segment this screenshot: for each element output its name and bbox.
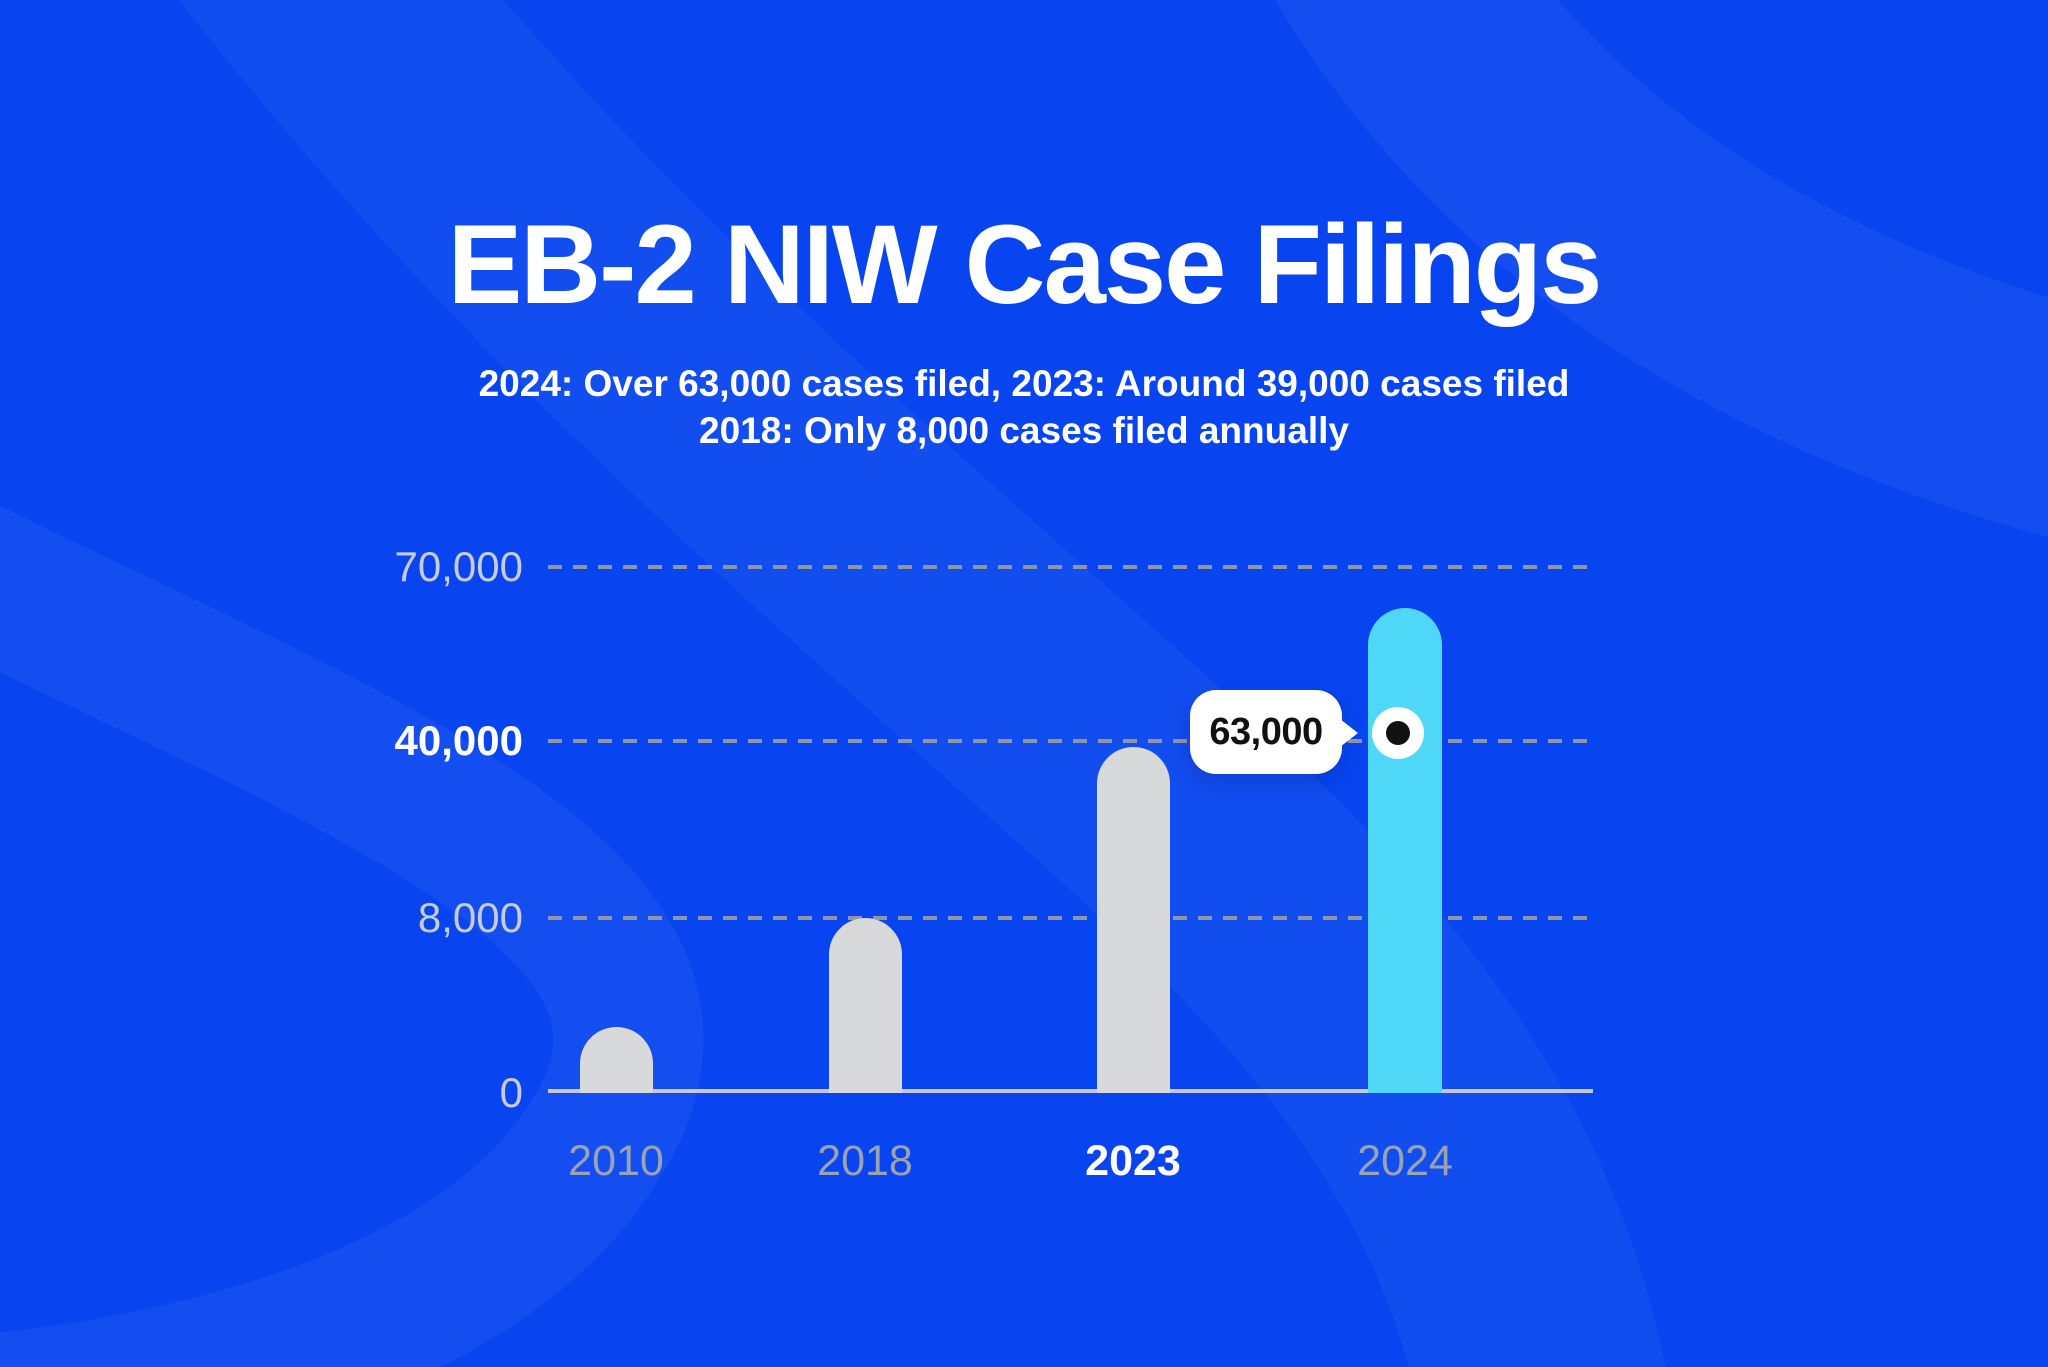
subtitle-line-2: 2018: Only 8,000 cases filed annually xyxy=(699,410,1349,451)
y-axis-label-40000: 40,000 xyxy=(394,717,523,764)
bar-2023[interactable] xyxy=(1096,747,1170,1093)
x-axis-label-2018: 2018 xyxy=(817,1137,913,1185)
subtitle-line-1: 2024: Over 63,000 cases filed, 2023: Aro… xyxy=(478,363,1570,404)
background-swirl-diagonal xyxy=(179,0,1666,1367)
gridline-40000 xyxy=(548,739,1593,743)
tooltip-arrow xyxy=(1340,719,1358,747)
y-axis-label-8000: 8,000 xyxy=(417,894,523,941)
tooltip-bubble: 63,000 xyxy=(1190,690,1342,774)
chart-subtitle: 2024: Over 63,000 cases filed, 2023: Aro… xyxy=(0,360,2048,454)
x-axis-label-2023: 2023 xyxy=(1085,1137,1181,1185)
bar-2018[interactable] xyxy=(828,918,902,1093)
gridline-70000 xyxy=(548,565,1593,569)
marker-dot xyxy=(1386,721,1410,745)
x-axis-label-2010: 2010 xyxy=(568,1137,664,1185)
chart-title: EB-2 NIW Case Filings xyxy=(447,202,1603,327)
background-swirl-top-right xyxy=(1274,0,2048,538)
y-axis-label-70000: 70,000 xyxy=(394,543,523,590)
gridline-8000 xyxy=(548,916,1593,920)
x-axis-label-2024: 2024 xyxy=(1357,1137,1453,1185)
bar-2010[interactable] xyxy=(579,1027,653,1093)
bar-2024[interactable] xyxy=(1368,608,1442,1093)
x-axis-baseline xyxy=(548,1089,1593,1093)
y-axis-label-0: 0 xyxy=(499,1069,523,1116)
background-swirl-left xyxy=(0,505,704,1367)
data-point-marker[interactable] xyxy=(1372,707,1424,759)
